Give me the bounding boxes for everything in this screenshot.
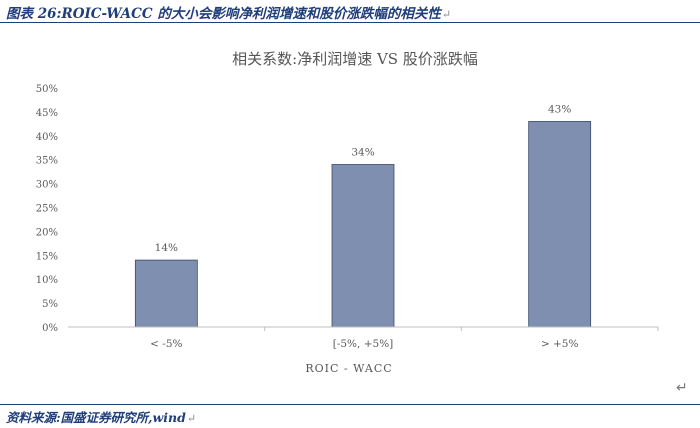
y-tick-label: 45% <box>36 108 58 119</box>
bar-data-label: 34% <box>351 146 374 158</box>
y-tick-label: 0% <box>42 323 58 334</box>
chart-title: 相关系数:净利润增速 VS 股价涨跌幅 <box>232 50 478 68</box>
source-note: 资料来源:国盛证券研究所,wind↵ <box>6 410 197 425</box>
x-axis-title: ROIC - WACC <box>305 362 392 375</box>
x-tick-label: > +5% <box>541 338 579 350</box>
bar <box>134 259 198 328</box>
x-tick-labels: < -5% [-5%, +5%] > +5% <box>150 327 659 350</box>
figure-header: 图表 26:ROIC-WACC 的大小会影响净利润增速和股价涨跌幅的相关性↵ <box>0 0 700 23</box>
chart-container: 相关系数:净利润增速 VS 股价涨跌幅 0% 5% 10% 15% 20% 25% 30% 3… <box>0 30 700 390</box>
y-tick-label: 10% <box>36 275 58 286</box>
paragraph-mark-icon: ↵ <box>186 412 197 425</box>
bar-data-label: 43% <box>548 103 571 115</box>
x-tick-label: < -5% <box>150 338 182 350</box>
y-tick-label: 30% <box>36 180 58 191</box>
y-tick-label: 50% <box>36 84 58 95</box>
bar <box>331 164 395 328</box>
y-tick-label: 25% <box>36 204 58 215</box>
bar <box>528 121 592 328</box>
y-tick-label: 20% <box>36 227 58 238</box>
y-axis: 0% 5% 10% 15% 20% 25% 30% 35% 40% 45% 50% <box>36 84 58 334</box>
bars-group: 14% 34% 43% <box>134 103 592 328</box>
y-tick-label: 35% <box>36 156 58 167</box>
paragraph-mark-icon: ↵ <box>676 380 688 396</box>
y-tick-label: 5% <box>42 299 58 310</box>
figure-title: 图表 26:ROIC-WACC 的大小会影响净利润增速和股价涨跌幅的相关性↵ <box>6 6 452 22</box>
y-tick-label: 40% <box>36 132 58 143</box>
bar-data-label: 14% <box>155 242 178 254</box>
y-tick-label: 15% <box>36 251 58 262</box>
x-tick-label: [-5%, +5%] <box>333 338 394 350</box>
footer-divider <box>0 404 700 405</box>
bar-chart: 相关系数:净利润增速 VS 股价涨跌幅 0% 5% 10% 15% 20% 25% 30% 3… <box>36 50 659 375</box>
paragraph-mark-icon: ↵ <box>441 8 452 21</box>
